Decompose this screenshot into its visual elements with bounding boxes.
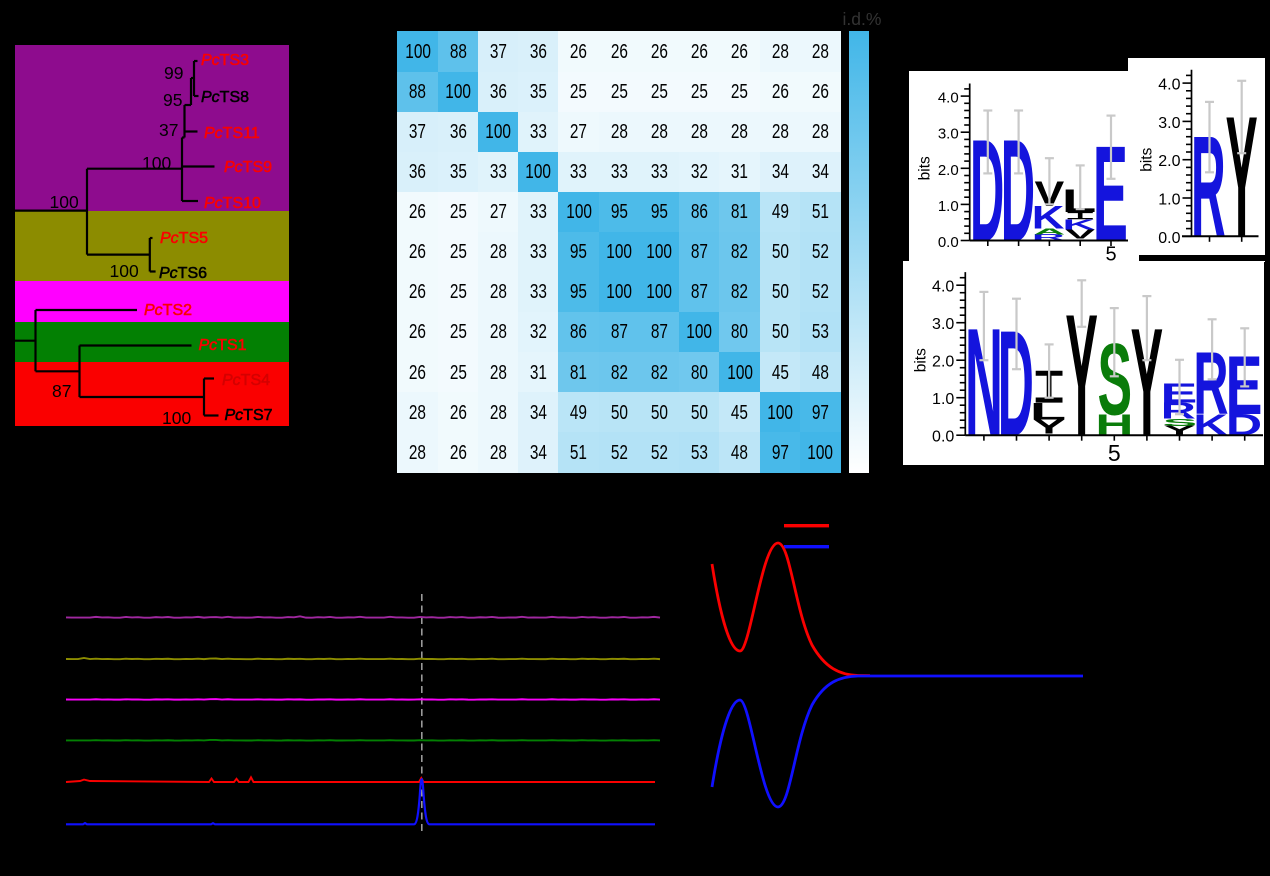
- svg-text:R: R: [1194, 335, 1229, 434]
- svg-text:R: R: [1032, 233, 1065, 242]
- svg-text:4.0: 4.0: [938, 90, 959, 107]
- svg-text:V: V: [1065, 226, 1095, 241]
- svg-text:S: S: [1163, 417, 1198, 428]
- svg-text:5: 5: [1105, 244, 1116, 262]
- svg-text:R: R: [1191, 106, 1226, 262]
- svg-text:K: K: [1063, 217, 1096, 233]
- svg-text:L: L: [1062, 182, 1096, 219]
- svg-text:2.0: 2.0: [1158, 153, 1180, 170]
- svg-text:0.0: 0.0: [938, 234, 959, 251]
- svg-text:3.0: 3.0: [932, 316, 954, 333]
- svg-text:2.0: 2.0: [932, 354, 954, 371]
- svg-text:bits: bits: [1138, 147, 1155, 171]
- svg-text:1.0: 1.0: [932, 391, 954, 408]
- svg-text:3.0: 3.0: [1158, 114, 1180, 131]
- svg-text:K: K: [1194, 409, 1229, 442]
- svg-text:K: K: [1032, 201, 1065, 236]
- svg-text:1.0: 1.0: [938, 198, 959, 215]
- svg-text:A: A: [1034, 227, 1066, 236]
- svg-text:4.0: 4.0: [1158, 76, 1180, 93]
- svg-text:5: 5: [1108, 440, 1121, 465]
- svg-text:Y: Y: [1033, 415, 1066, 438]
- svg-text:0.0: 0.0: [932, 429, 954, 446]
- svg-text:bits: bits: [913, 348, 930, 372]
- svg-text:1.0: 1.0: [1158, 191, 1180, 208]
- svg-text:Y: Y: [1163, 423, 1196, 437]
- svg-text:0.0: 0.0: [1158, 229, 1180, 246]
- svg-text:3.0: 3.0: [938, 126, 959, 143]
- svg-text:4.0: 4.0: [932, 279, 954, 296]
- svg-text:bits: bits: [917, 156, 934, 180]
- svg-text:R: R: [1161, 398, 1196, 424]
- svg-text:2.0: 2.0: [938, 162, 959, 179]
